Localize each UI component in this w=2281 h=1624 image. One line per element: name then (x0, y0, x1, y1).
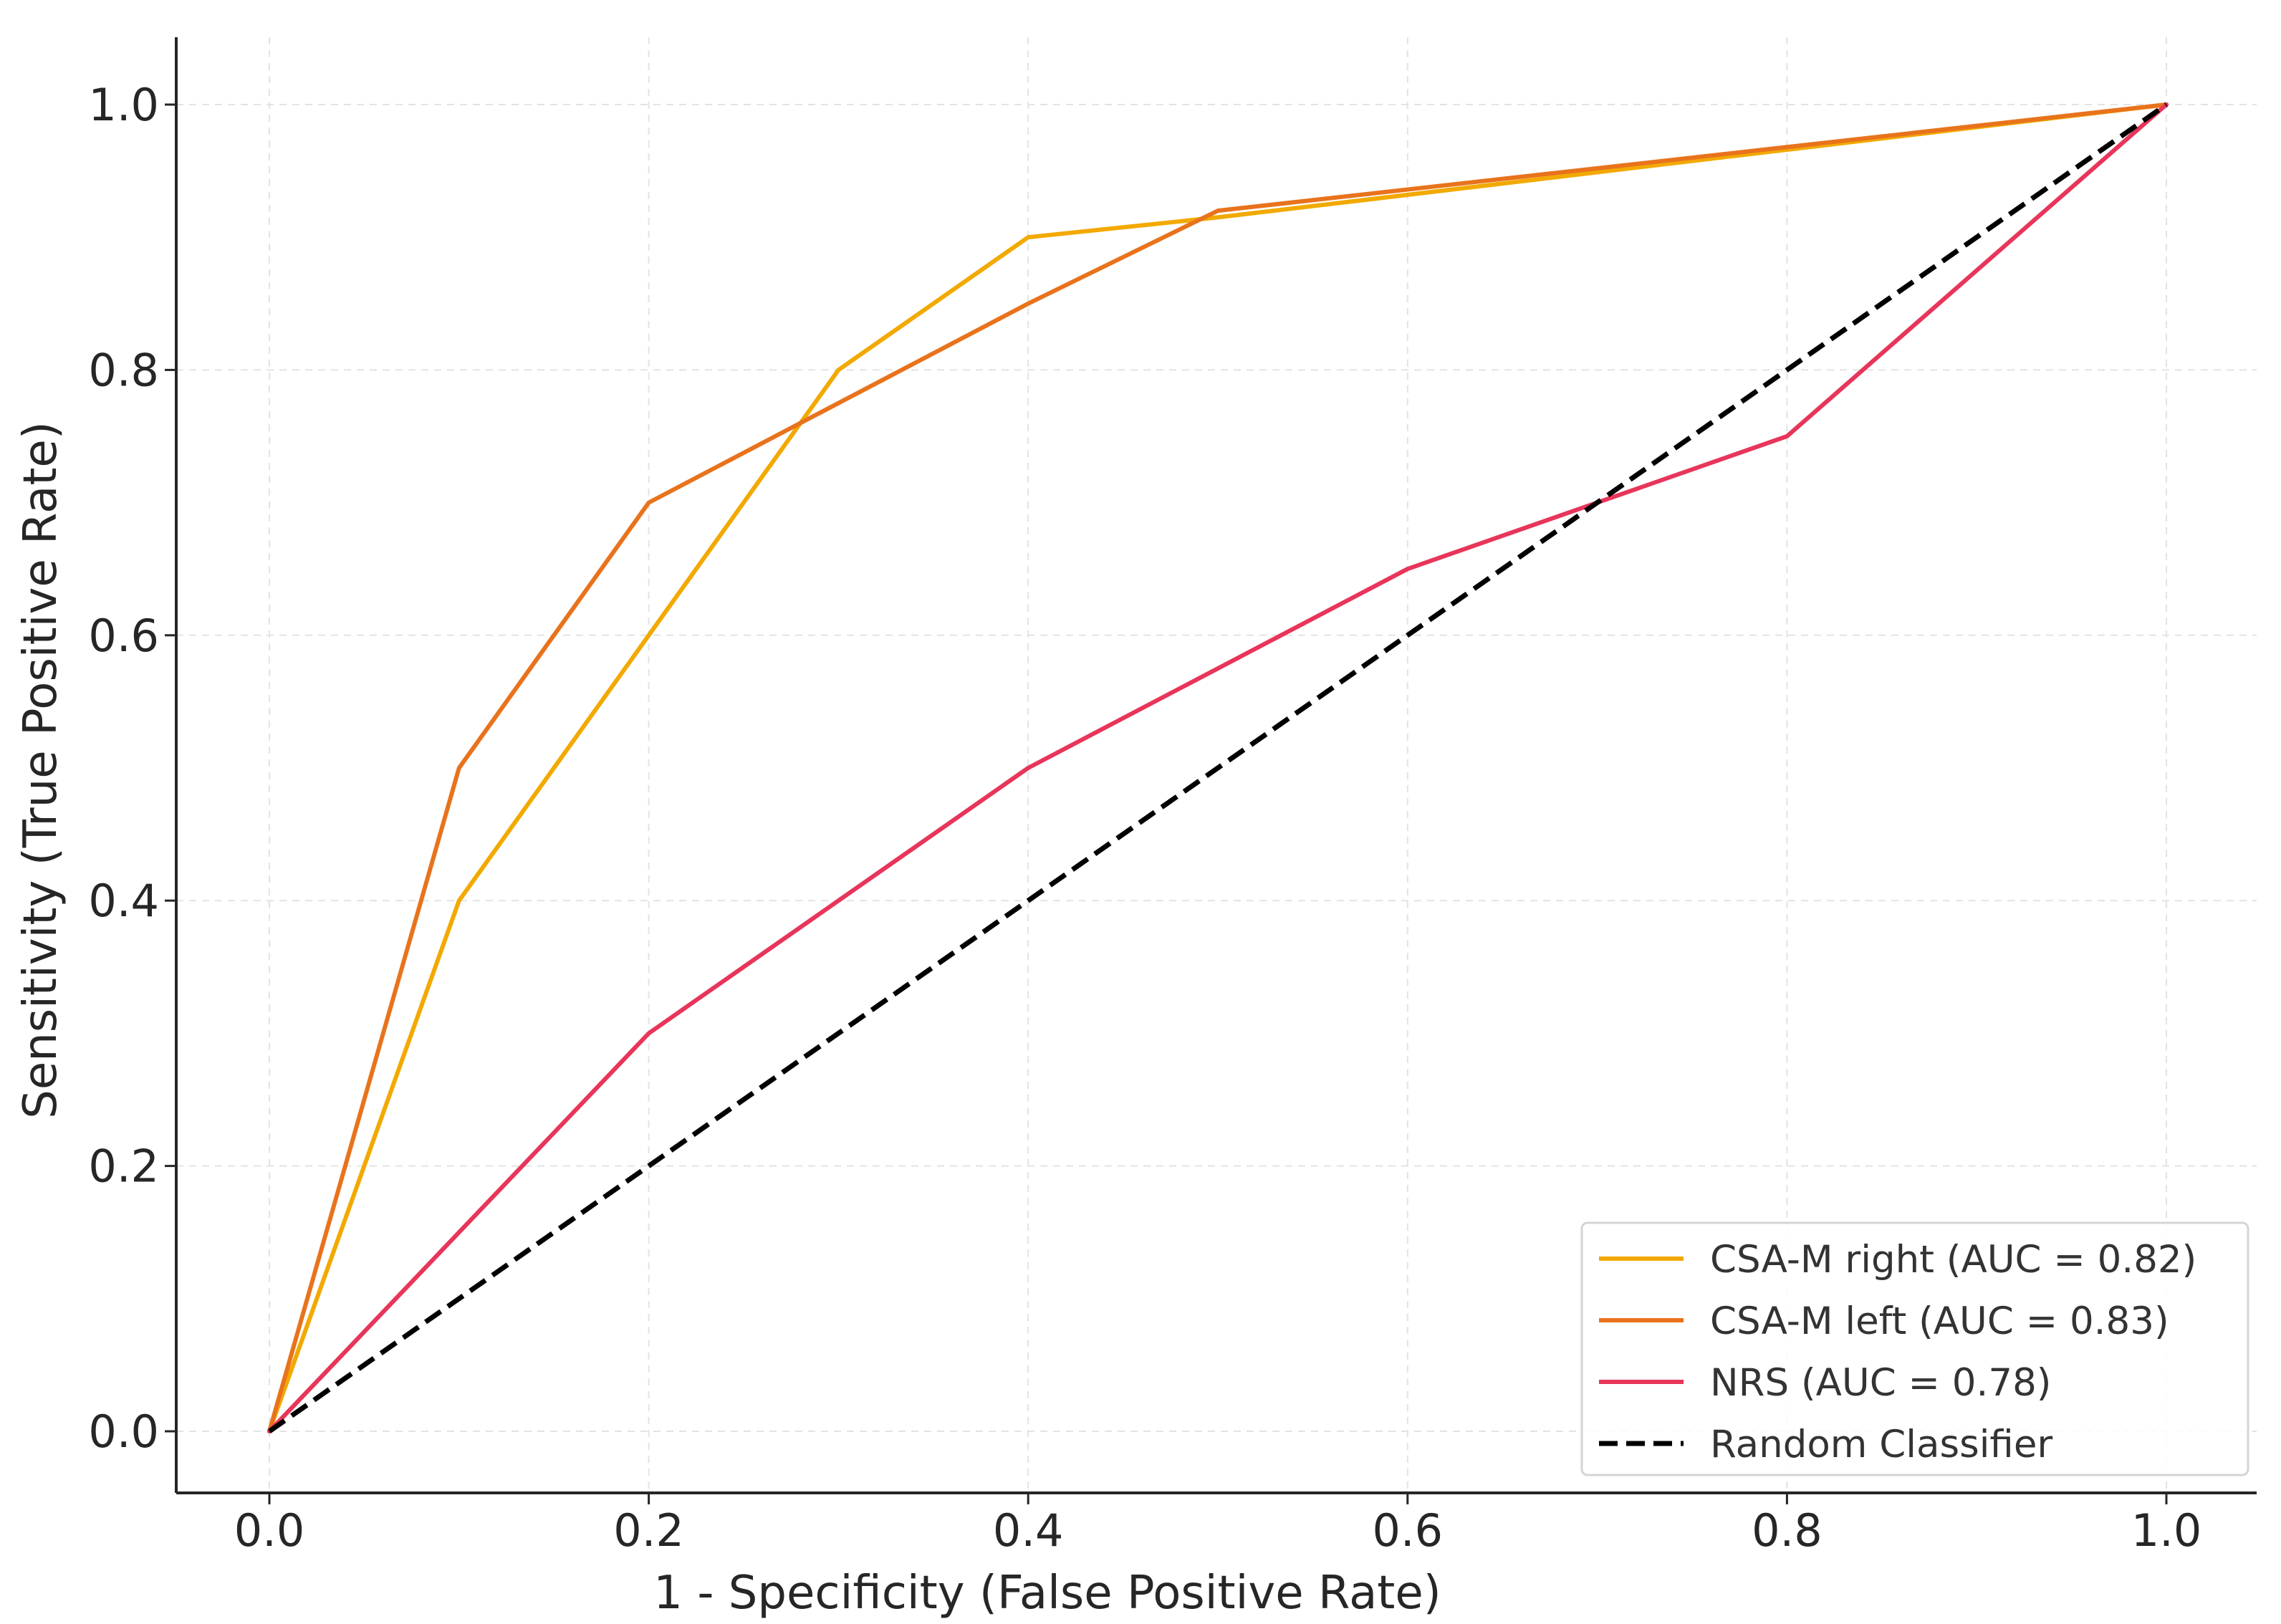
axes (175, 37, 2257, 1494)
series-line (267, 102, 2169, 1433)
y-tick-label: 0.6 (88, 610, 159, 662)
y-tick-label: 1.0 (88, 79, 159, 131)
legend-label: Random Classifier (1710, 1423, 2052, 1466)
x-tick-label: 1.0 (2131, 1504, 2202, 1557)
x-tick-label: 0.8 (1752, 1504, 1823, 1557)
x-axis-label: 1 - Specificity (False Positive Rate) (653, 1567, 1441, 1620)
series-line (267, 102, 2169, 1433)
y-axis-ticks: 0.0 0.2 0.4 0.6 0.8 1.0 (88, 79, 176, 1458)
x-tick-label: 0.6 (1372, 1504, 1443, 1557)
x-axis-ticks: 0.0 0.2 0.4 0.6 0.8 1.0 (234, 1493, 2202, 1557)
legend-box (1580, 1221, 2249, 1476)
x-tick-label: 0.0 (234, 1504, 305, 1557)
legend: CSA-M right (AUC = 0.82) CSA-M left (AUC … (1580, 1221, 2249, 1476)
legend-entries: CSA-M right (AUC = 0.82) CSA-M left (AUC … (1599, 1238, 2196, 1466)
x-tick-label: 0.4 (993, 1504, 1064, 1557)
legend-label: CSA-M right (AUC = 0.82) (1710, 1238, 2196, 1282)
y-axis-label: Sensitivity (True Positive Rate) (14, 421, 67, 1119)
series-line (267, 102, 2169, 1433)
y-tick-label: 0.2 (88, 1140, 159, 1193)
y-tick-label: 0.8 (88, 344, 159, 396)
y-tick-label: 0.0 (88, 1406, 159, 1458)
x-tick-label: 0.2 (613, 1504, 684, 1557)
y-tick-label: 0.4 (88, 875, 159, 927)
legend-label: NRS (AUC = 0.78) (1710, 1361, 2051, 1405)
series-line (267, 102, 2169, 1433)
series-lines (267, 102, 2169, 1433)
legend-label: CSA-M left (AUC = 0.83) (1710, 1299, 2169, 1343)
